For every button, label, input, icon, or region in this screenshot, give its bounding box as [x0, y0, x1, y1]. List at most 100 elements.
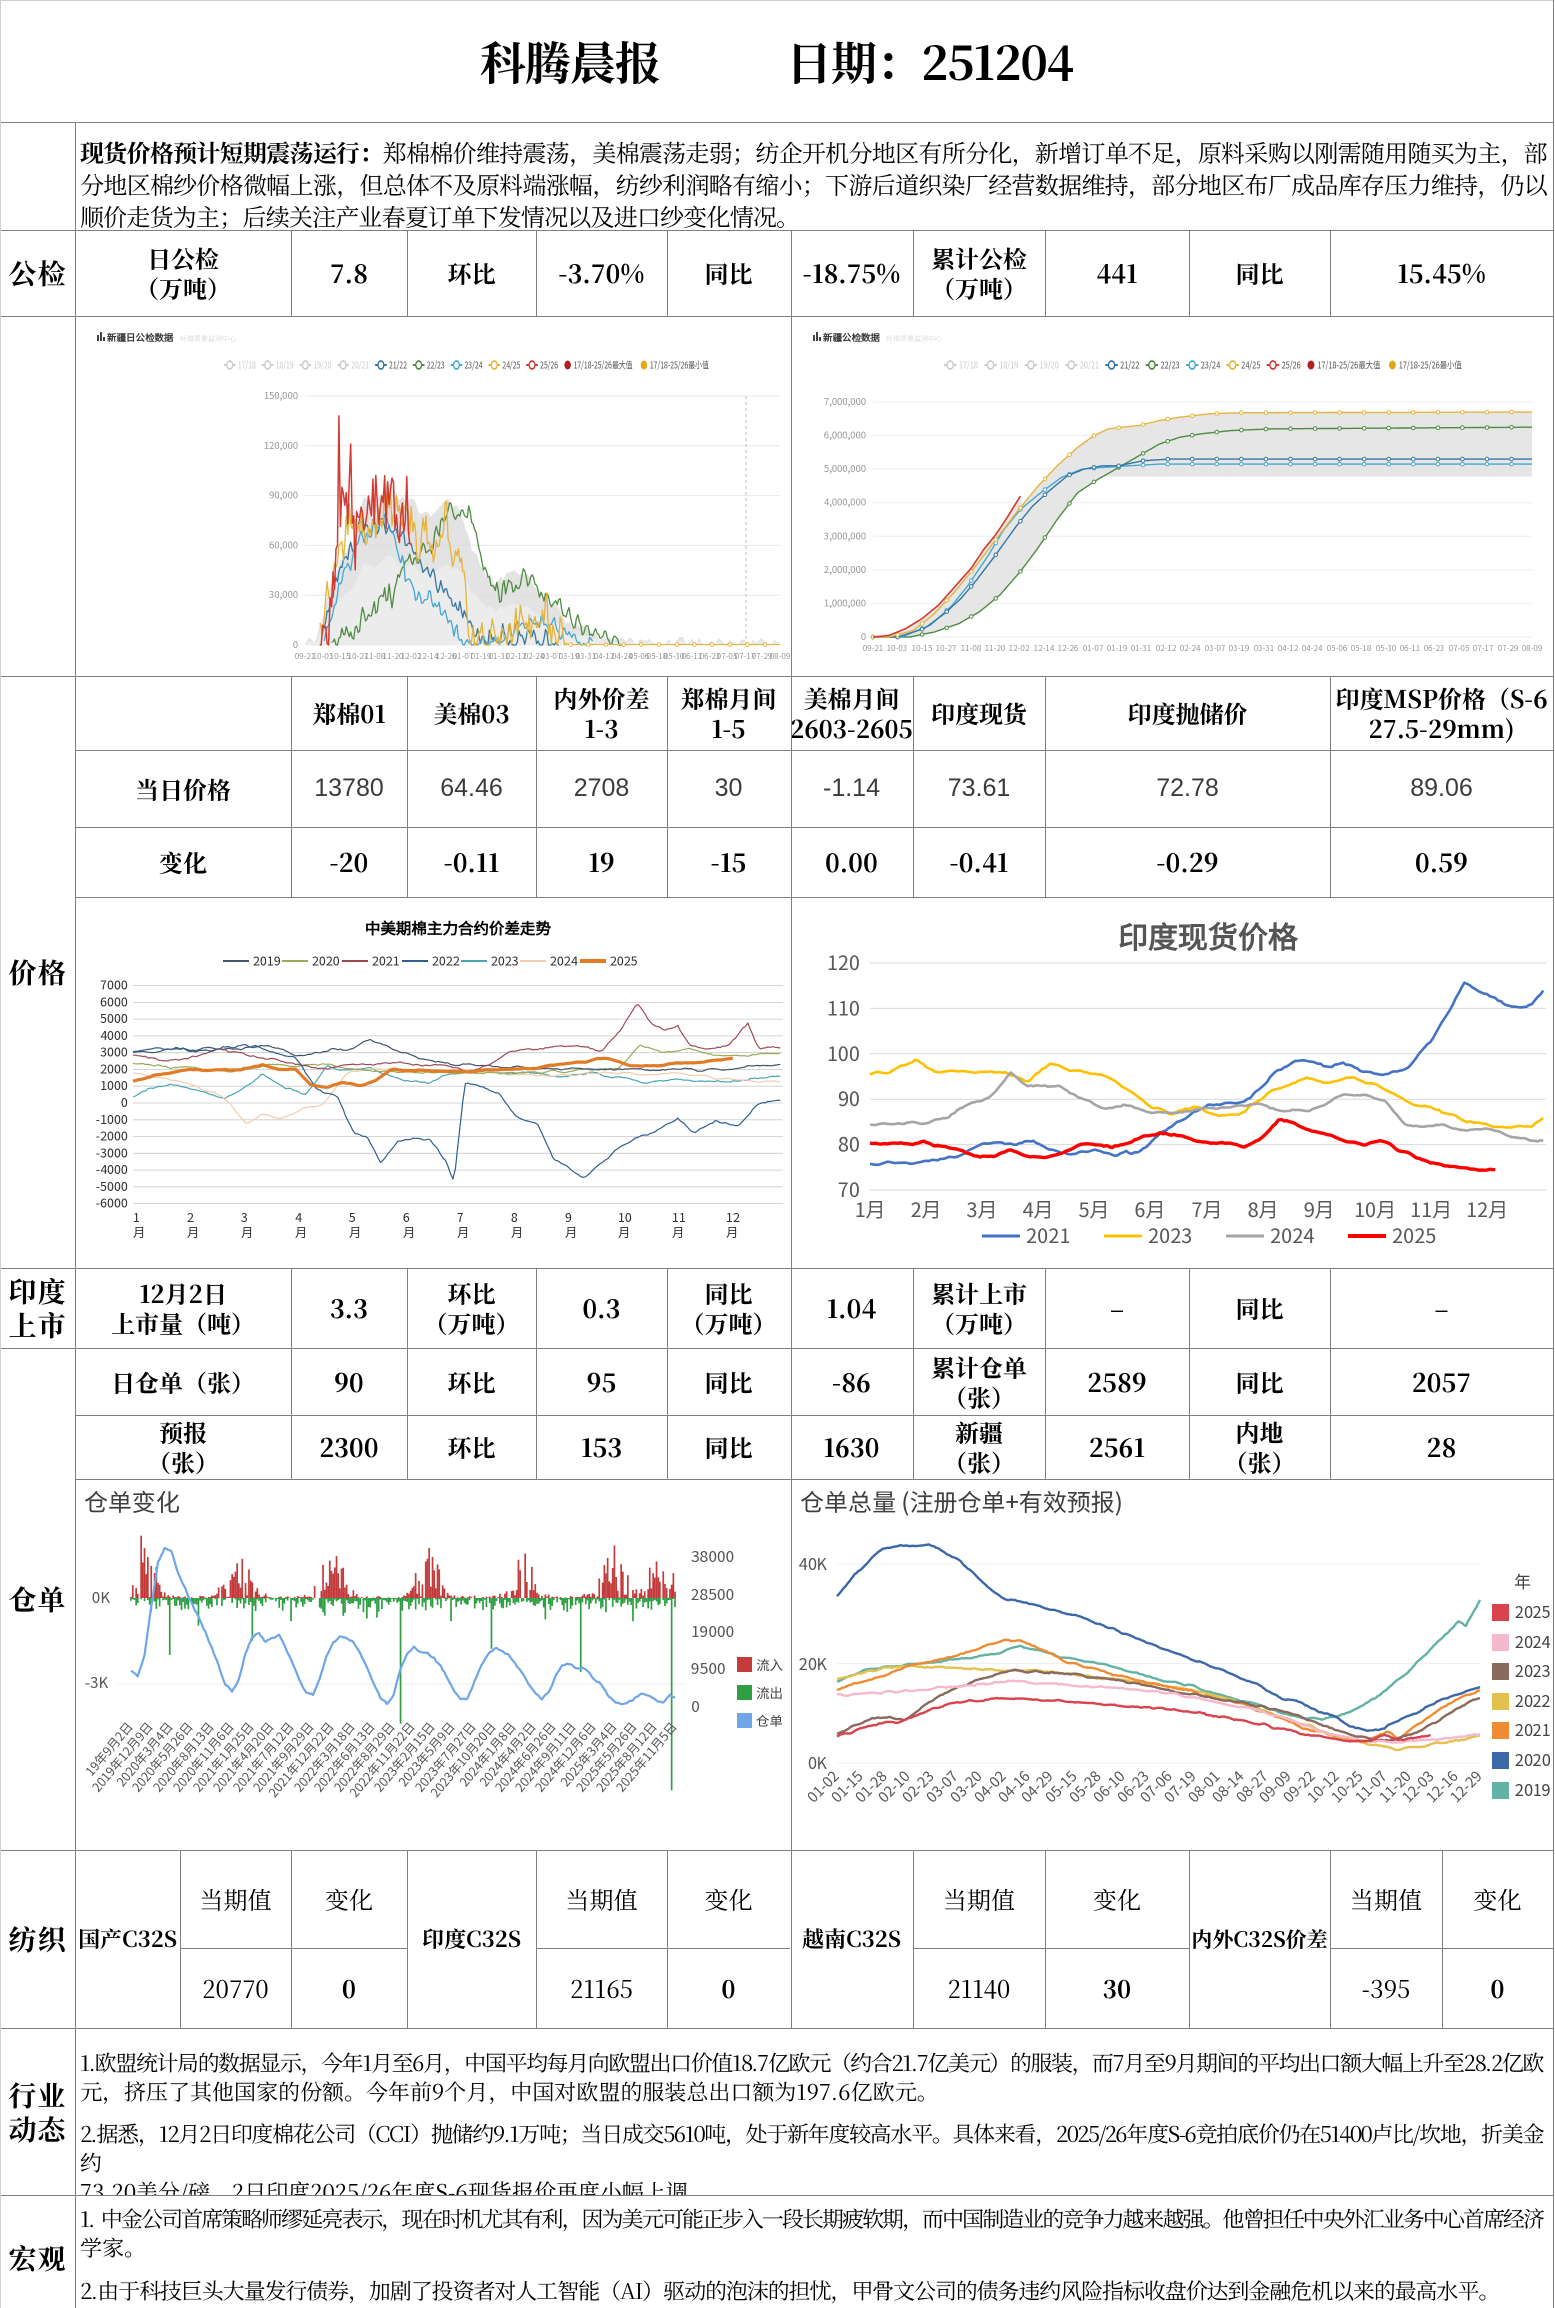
svg-text:06-23: 06-23 [700, 651, 721, 662]
svg-text:2022: 2022 [1515, 1688, 1551, 1712]
svg-text:05-18: 05-18 [1351, 643, 1372, 654]
svg-text:1,000,000: 1,000,000 [824, 595, 866, 609]
svg-text:12-14: 12-14 [418, 651, 439, 662]
svg-text:12-26: 12-26 [436, 651, 457, 662]
svg-text:2024: 2024 [1270, 1220, 1314, 1249]
svg-text:12月: 12月 [1466, 1194, 1508, 1223]
svg-text:01-07: 01-07 [1083, 643, 1104, 654]
svg-text:7月: 7月 [1191, 1194, 1222, 1223]
svg-text:03-19: 03-19 [1229, 643, 1250, 654]
svg-text:23/24: 23/24 [464, 358, 482, 372]
svg-text:19/20: 19/20 [1039, 358, 1058, 371]
svg-text:4,000,000: 4,000,000 [824, 495, 866, 509]
svg-text:19/20: 19/20 [313, 358, 331, 372]
svg-text:流出: 流出 [756, 1682, 783, 1702]
svg-text:01-19: 01-19 [1107, 643, 1128, 654]
svg-text:12: 12 [726, 1207, 740, 1226]
svg-text:3,000,000: 3,000,000 [824, 528, 866, 542]
svg-text:2022: 2022 [432, 951, 460, 970]
svg-text:2019: 2019 [1515, 1777, 1551, 1801]
svg-text:10月: 10月 [1354, 1194, 1396, 1223]
svg-text:2025: 2025 [1515, 1599, 1551, 1623]
svg-text:2021: 2021 [1026, 1220, 1070, 1249]
svg-text:10-03: 10-03 [887, 643, 908, 654]
svg-text:12-14: 12-14 [1034, 643, 1055, 654]
svg-text:03-07: 03-07 [541, 651, 562, 662]
svg-text:20K: 20K [799, 1651, 828, 1675]
svg-text:02-24: 02-24 [524, 651, 545, 662]
svg-text:22/23: 22/23 [427, 358, 445, 372]
svg-text:17/18: 17/18 [959, 358, 978, 371]
svg-text:38000: 38000 [691, 1545, 734, 1567]
svg-text:6月: 6月 [1134, 1194, 1165, 1223]
svg-text:100: 100 [827, 1038, 860, 1067]
svg-text:0: 0 [121, 1092, 128, 1111]
svg-text:6,000,000: 6,000,000 [824, 428, 866, 442]
svg-text:18/19: 18/19 [999, 358, 1018, 371]
svg-text:9: 9 [565, 1207, 572, 1226]
svg-text:-3000: -3000 [96, 1142, 128, 1161]
svg-text:新疆日公检数据: 新疆日公检数据 [106, 330, 174, 344]
svg-text:-5000: -5000 [96, 1176, 128, 1195]
svg-text:12-02: 12-02 [401, 651, 422, 662]
svg-text:18/19: 18/19 [276, 358, 294, 372]
svg-text:08-09: 08-09 [1522, 643, 1543, 654]
svg-text:90: 90 [838, 1083, 860, 1112]
svg-text:21/22: 21/22 [389, 358, 407, 372]
svg-text:17/18: 17/18 [238, 358, 256, 372]
svg-text:2月: 2月 [910, 1194, 941, 1223]
svg-text:05-06: 05-06 [1327, 643, 1348, 654]
svg-text:月: 月 [672, 1222, 685, 1241]
svg-text:新疆公检数据: 新疆公检数据 [822, 330, 881, 344]
svg-text:05-06: 05-06 [629, 651, 650, 662]
svg-text:24/25: 24/25 [1241, 358, 1260, 371]
svg-text:7,000,000: 7,000,000 [824, 394, 866, 408]
svg-text:07-29: 07-29 [752, 651, 773, 662]
svg-text:5000: 5000 [99, 1008, 128, 1027]
svg-text:60,000: 60,000 [269, 537, 298, 551]
svg-text:07-05: 07-05 [717, 651, 738, 662]
svg-text:2024: 2024 [1515, 1629, 1551, 1653]
svg-text:仓单总量 (注册仓单+有效预报): 仓单总量 (注册仓单+有效预报) [800, 1483, 1123, 1518]
svg-text:07-17: 07-17 [735, 651, 756, 662]
svg-text:02-12: 02-12 [506, 651, 527, 662]
svg-text:2025: 2025 [610, 951, 638, 970]
svg-text:11: 11 [672, 1207, 686, 1226]
svg-text:09-21: 09-21 [863, 643, 884, 654]
svg-text:2000: 2000 [100, 1058, 128, 1077]
svg-text:3000: 3000 [100, 1042, 128, 1061]
svg-text:01-31: 01-31 [489, 651, 510, 662]
svg-text:仓单: 仓单 [756, 1710, 783, 1730]
svg-text:月: 月 [618, 1222, 631, 1241]
svg-text:月: 月 [241, 1222, 254, 1241]
svg-text:3: 3 [241, 1207, 248, 1226]
svg-text:01-07: 01-07 [453, 651, 474, 662]
svg-text:10-15: 10-15 [330, 651, 351, 662]
svg-text:中美期棉主力合约价差走势: 中美期棉主力合约价差走势 [365, 917, 551, 939]
svg-text:10-27: 10-27 [936, 643, 957, 654]
svg-text:01-31: 01-31 [1131, 643, 1152, 654]
svg-text:5,000,000: 5,000,000 [824, 461, 866, 475]
svg-text:2024: 2024 [550, 951, 579, 970]
svg-text:10-03: 10-03 [313, 651, 334, 662]
svg-text:03-31: 03-31 [1254, 643, 1275, 654]
svg-text:-3K: -3K [85, 1672, 109, 1693]
svg-text:6000: 6000 [100, 991, 128, 1010]
svg-text:7: 7 [457, 1207, 464, 1226]
svg-text:月: 月 [457, 1222, 470, 1241]
svg-text:02-12: 02-12 [1156, 643, 1177, 654]
svg-text:02-24: 02-24 [1180, 643, 1201, 654]
svg-text:月: 月 [295, 1222, 308, 1241]
svg-text:23/24: 23/24 [1201, 358, 1220, 371]
svg-text:10-27: 10-27 [348, 651, 369, 662]
svg-text:11月: 11月 [1410, 1194, 1452, 1223]
svg-text:07-29: 07-29 [1498, 643, 1519, 654]
svg-text:11-08: 11-08 [365, 651, 386, 662]
svg-text:70: 70 [838, 1174, 860, 1203]
svg-text:04-12: 04-12 [594, 651, 615, 662]
svg-text:80: 80 [838, 1129, 860, 1158]
svg-text:06-11: 06-11 [682, 651, 703, 662]
svg-text:9500: 9500 [691, 1657, 726, 1679]
svg-text:20/21: 20/21 [351, 358, 369, 372]
svg-text:1月: 1月 [854, 1194, 885, 1223]
